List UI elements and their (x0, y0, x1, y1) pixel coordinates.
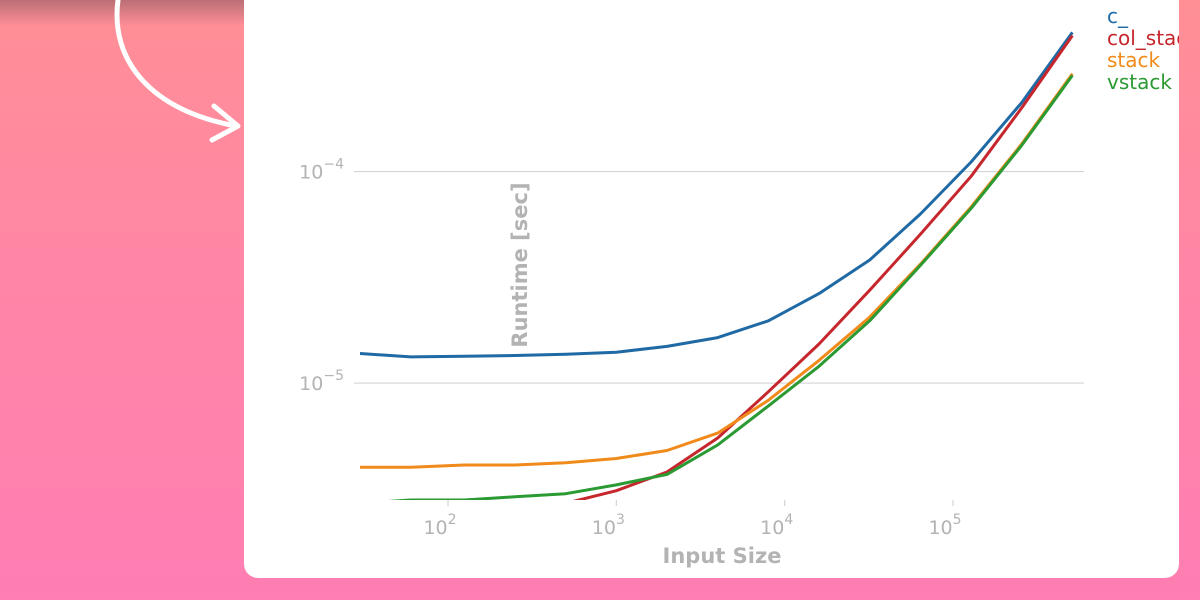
chart-card: 102 103 104 105 10−5 10−4 c_col_stackstackvs… (244, 0, 1179, 578)
curved-arrow-icon (114, 0, 241, 143)
x-tick-label: 105 (928, 512, 961, 539)
x-tick-label: 104 (760, 512, 793, 539)
top-shadow (0, 0, 260, 26)
legend-entry-col_stack: col_stack (1107, 26, 1179, 50)
series-line-vstack (387, 74, 1074, 500)
legend: c_col_stackstackvstack (1107, 4, 1179, 94)
legend-entry-vstack: vstack (1107, 70, 1172, 94)
series-line-stack (360, 72, 1074, 469)
runtime-line-chart: 102 103 104 105 10−5 10−4 c_col_stackstackvs… (299, 4, 1179, 568)
series-line-col_stack (572, 34, 1074, 500)
x-axis-label: Input Size (663, 544, 782, 568)
x-tick-label: 102 (423, 512, 456, 539)
y-tick-label: 10−4 (299, 157, 344, 184)
y-tick-label: 10−5 (299, 368, 344, 395)
legend-entry-stack: stack (1107, 48, 1161, 72)
series-line-c_ (360, 31, 1074, 359)
series-lines (360, 31, 1074, 500)
y-axis-label: Runtime [sec] (508, 182, 532, 347)
y-tick-labels: 10−5 10−4 (299, 157, 344, 395)
legend-entry-c_: c_ (1107, 4, 1129, 28)
x-tick-labels: 102 103 104 105 (423, 500, 962, 539)
x-tick-label: 103 (592, 512, 625, 539)
